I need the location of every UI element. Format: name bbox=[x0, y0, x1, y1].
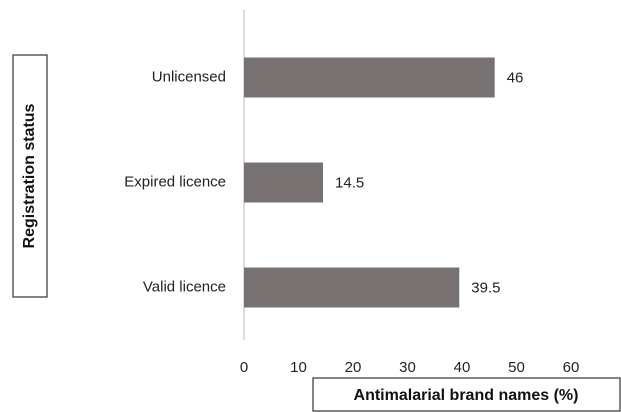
y-tick-label: Valid licence bbox=[143, 278, 226, 295]
bar bbox=[244, 57, 495, 98]
x-tick-label: 40 bbox=[454, 359, 471, 376]
data-label: 46 bbox=[507, 69, 524, 86]
y-axis-title: Registration status bbox=[21, 103, 38, 248]
y-label-box bbox=[12, 54, 48, 298]
data-label: 14.5 bbox=[335, 174, 364, 191]
x-tick-label: 30 bbox=[399, 359, 416, 376]
x-axis-title: Antimalarial brand names (%) bbox=[354, 387, 579, 404]
x-tick-label: 20 bbox=[345, 359, 362, 376]
bar bbox=[244, 267, 460, 308]
bar bbox=[244, 162, 324, 203]
y-tick-label: Expired licence bbox=[124, 173, 226, 190]
x-label-box bbox=[312, 377, 621, 412]
y-tick-label: Unlicensed bbox=[152, 68, 226, 85]
x-tick-label: 50 bbox=[508, 359, 525, 376]
data-label: 39.5 bbox=[471, 279, 500, 296]
x-tick-label: 0 bbox=[240, 359, 248, 376]
x-tick-label: 10 bbox=[290, 359, 307, 376]
x-tick-label: 60 bbox=[563, 359, 580, 376]
